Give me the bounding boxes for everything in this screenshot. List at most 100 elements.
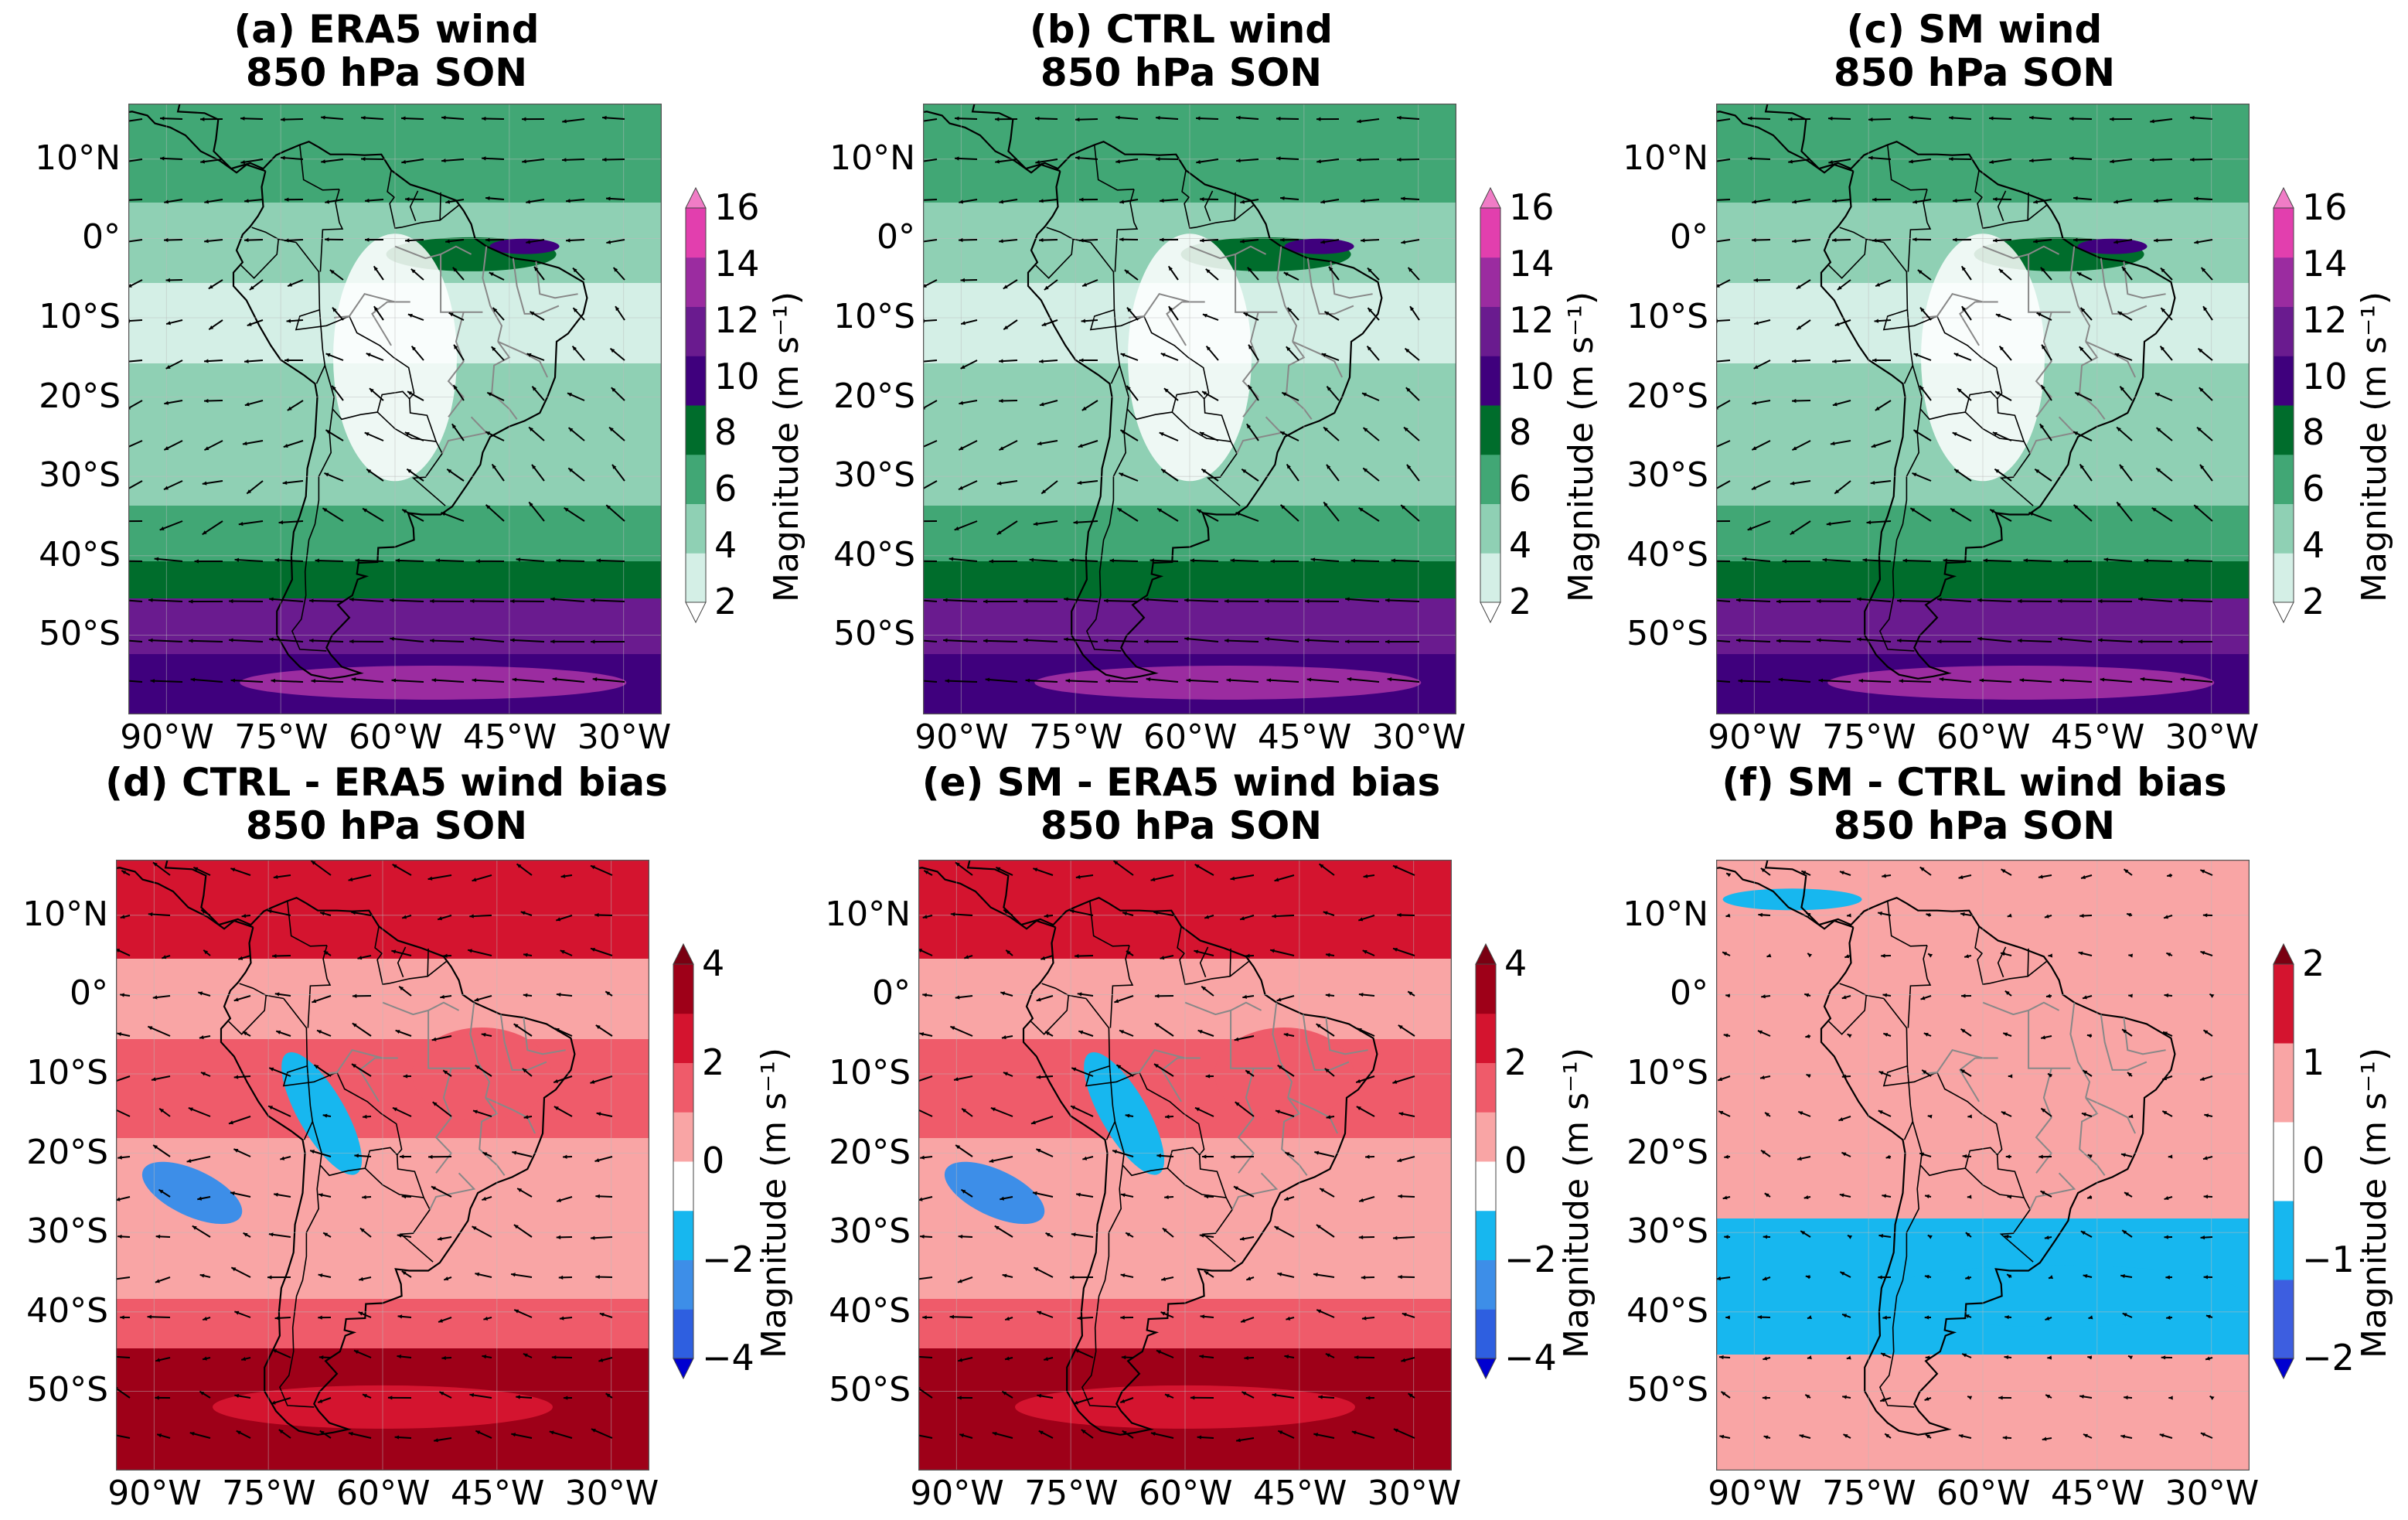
wind-vector xyxy=(271,1397,291,1405)
wind-vector xyxy=(556,1235,573,1240)
wind-vector xyxy=(1883,1032,1892,1037)
colorbar-segment xyxy=(2273,1280,2294,1359)
wind-vector xyxy=(200,909,211,916)
wind-vector xyxy=(1720,1391,1731,1399)
wind-vector xyxy=(526,353,545,361)
wind-vector xyxy=(482,1355,492,1359)
wind-vector xyxy=(1936,639,1972,644)
wind-vector xyxy=(1826,520,1851,527)
panel-a: (a) ERA5 wind 850 hPa SON 10°N 0° 10°S 20°S 30… xyxy=(0,0,806,758)
wind-vector xyxy=(348,874,372,882)
wind-vector xyxy=(1757,1030,1771,1037)
country-border xyxy=(1878,408,1921,652)
wind-vector xyxy=(311,679,344,683)
wind-vector xyxy=(1391,558,1420,563)
wind-vector xyxy=(1069,1275,1094,1280)
lon-tick-label: 60°W xyxy=(1139,1474,1233,1513)
wind-vector xyxy=(1001,1390,1013,1399)
wind-vector xyxy=(155,1396,171,1400)
wind-vector xyxy=(397,1233,412,1238)
wind-vector xyxy=(550,639,585,644)
wind-vector xyxy=(1962,1154,1972,1159)
colorbar-segment xyxy=(1480,306,1500,356)
wind-vector xyxy=(281,155,304,160)
wind-vector xyxy=(1834,480,1851,495)
wind-vector xyxy=(1937,597,1972,602)
wind-vector xyxy=(1109,558,1139,563)
wind-vector xyxy=(2128,1114,2134,1119)
wind-vector xyxy=(1792,239,1811,244)
wind-vector xyxy=(1030,1116,1054,1125)
wind-vector xyxy=(567,427,585,441)
country-border xyxy=(1903,1065,1914,1140)
wind-vector xyxy=(2199,464,2213,482)
southern-jet xyxy=(240,665,627,700)
wind-vector xyxy=(1797,1156,1811,1161)
wind-vector xyxy=(1115,115,1139,120)
wind-vector xyxy=(563,1396,573,1400)
colorbar-segment xyxy=(1480,454,1500,504)
wind-vector xyxy=(1277,1430,1295,1439)
wind-vector xyxy=(1078,197,1098,202)
colorbar-segment xyxy=(1476,1309,1496,1359)
wind-vector xyxy=(1776,599,1811,604)
wind-vector xyxy=(1081,279,1098,288)
wind-vector xyxy=(2110,158,2133,164)
wind-vector xyxy=(392,864,412,876)
wind-vector xyxy=(1277,1065,1295,1077)
wind-vector xyxy=(1155,115,1179,121)
wind-vector xyxy=(1832,199,1851,203)
wind-vector xyxy=(1033,1266,1054,1278)
wind-vector xyxy=(957,1357,973,1362)
wind-vector xyxy=(1846,913,1851,918)
wind-vector xyxy=(1764,1112,1771,1117)
wind-vector xyxy=(1716,360,1731,363)
colorbar-segment xyxy=(673,1210,693,1260)
wind-vector xyxy=(942,598,978,602)
wind-vector xyxy=(1967,1195,1972,1199)
wind-vector xyxy=(318,1355,332,1360)
wind-vector xyxy=(556,558,585,563)
wind-vector xyxy=(1310,557,1340,562)
wind-vector xyxy=(2127,1355,2134,1360)
wind-vector xyxy=(1392,1235,1415,1240)
map-frame xyxy=(918,860,1452,1471)
wind-vector xyxy=(1073,520,1098,525)
wind-vector xyxy=(1882,874,1892,878)
wind-vector xyxy=(2040,1035,2052,1040)
wind-vector xyxy=(1797,1110,1811,1117)
wind-vector xyxy=(362,1393,372,1399)
wind-vector xyxy=(1787,117,1811,121)
coastline xyxy=(1716,860,2176,1436)
lat-tick-label: 20°S xyxy=(1626,376,1708,416)
wind-vector xyxy=(1871,440,1892,448)
wind-vector xyxy=(481,1032,492,1038)
wind-vector xyxy=(1816,598,1851,604)
wind-vector xyxy=(286,319,304,323)
wind-vector xyxy=(1952,237,1972,242)
colorbar-segment xyxy=(673,1112,693,1162)
wind-vector xyxy=(2023,558,2052,563)
colorbar-segment xyxy=(2273,405,2294,455)
map-frame xyxy=(923,104,1456,714)
wind-vector xyxy=(482,1196,492,1201)
wind-vector xyxy=(315,558,344,563)
wind-vector xyxy=(1924,1194,1932,1199)
wind-vector xyxy=(2123,868,2133,876)
wind-vector xyxy=(403,1074,412,1079)
country-border xyxy=(295,242,446,506)
colorbar-tick-label: 4 xyxy=(1504,942,1528,984)
wind-vector xyxy=(1235,1101,1255,1117)
wind-vector xyxy=(1286,346,1299,361)
country-border xyxy=(1199,946,1209,978)
country-border xyxy=(397,946,407,978)
wind-vector xyxy=(923,118,938,122)
wind-vector xyxy=(401,1195,412,1199)
wind-vector xyxy=(1877,911,1892,916)
wind-vector xyxy=(2097,598,2133,604)
wind-vector xyxy=(983,599,1018,604)
wind-vector xyxy=(1724,1154,1731,1159)
state-border xyxy=(2123,261,2166,299)
wind-vector xyxy=(1839,1271,1851,1278)
wind-vector xyxy=(1272,1392,1295,1399)
